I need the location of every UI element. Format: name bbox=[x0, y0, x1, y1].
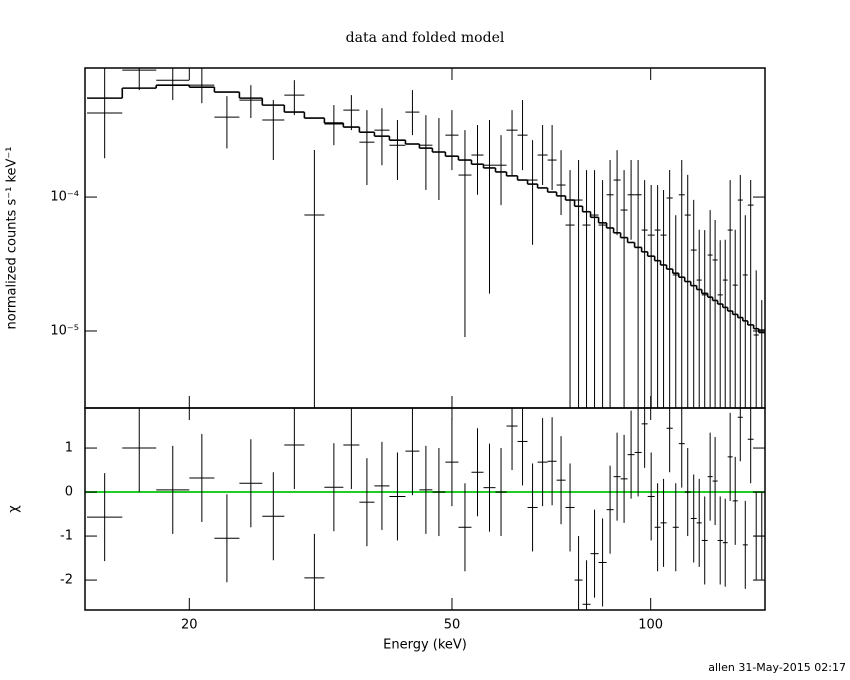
y-axis-label: normalized counts s⁻¹ keV⁻¹ bbox=[5, 147, 20, 330]
x-tick-label: 20 bbox=[181, 618, 198, 633]
x-tick-label: 100 bbox=[638, 618, 663, 633]
y-tick-label: 1 bbox=[65, 441, 73, 456]
y-tick-label: -1 bbox=[60, 529, 73, 544]
y-tick-label: 10⁻⁵ bbox=[50, 323, 79, 338]
bottom-frame bbox=[84, 407, 766, 611]
footer: allen 31-May-2015 02:17 bbox=[708, 661, 846, 674]
residual-axis-label: χ bbox=[7, 505, 22, 513]
top-plot bbox=[87, 68, 765, 408]
y-tick-label: -2 bbox=[60, 573, 73, 588]
x-axis-label: Energy (keV) bbox=[383, 638, 467, 653]
y-tick-label: 0 bbox=[65, 485, 73, 500]
top-frame bbox=[84, 67, 766, 409]
residual-plot bbox=[85, 408, 765, 610]
y-tick-label: 10⁻⁴ bbox=[50, 190, 79, 205]
chart-title: data and folded model bbox=[346, 30, 505, 46]
x-tick-label: 50 bbox=[444, 618, 461, 633]
